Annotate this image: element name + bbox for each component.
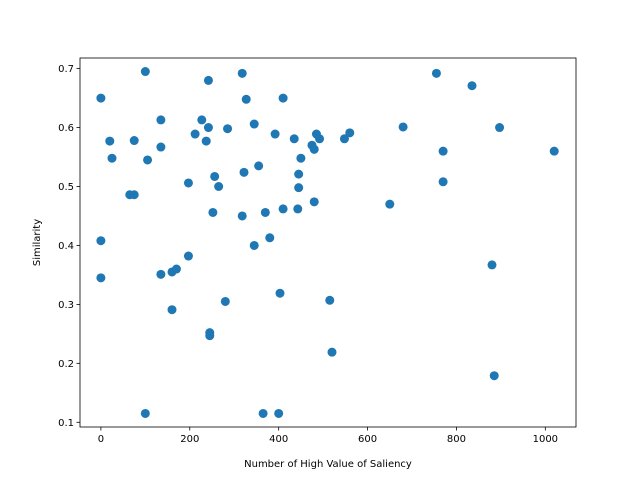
x-axis-title: Number of High Value of Saliency xyxy=(244,459,412,470)
x-tick-label: 800 xyxy=(447,434,466,445)
data-point-3 xyxy=(105,136,115,146)
data-point-64 xyxy=(438,177,448,187)
data-point-36 xyxy=(249,240,259,250)
x-tick-label: 1000 xyxy=(533,434,558,445)
data-point-31 xyxy=(237,68,247,78)
data-point-38 xyxy=(258,408,268,418)
data-point-52 xyxy=(309,144,319,154)
x-tick-label: 600 xyxy=(358,434,377,445)
data-point-10 xyxy=(140,408,150,418)
data-point-8 xyxy=(140,67,150,77)
y-tick-label: 0.5 xyxy=(58,182,74,193)
data-point-4 xyxy=(107,153,117,163)
data-point-9 xyxy=(143,155,153,165)
data-point-55 xyxy=(315,134,325,144)
y-tick-label: 0.6 xyxy=(58,123,74,134)
data-point-49 xyxy=(294,183,304,193)
data-point-59 xyxy=(345,128,355,138)
data-point-37 xyxy=(254,161,264,171)
x-tick-label: 400 xyxy=(269,434,288,445)
data-point-21 xyxy=(201,136,211,146)
data-point-58 xyxy=(339,134,349,144)
data-point-69 xyxy=(549,146,559,156)
data-point-57 xyxy=(327,347,337,357)
data-point-65 xyxy=(467,81,477,91)
data-point-27 xyxy=(210,171,220,181)
data-point-32 xyxy=(237,211,247,221)
x-tick-label: 0 xyxy=(98,434,104,445)
data-point-30 xyxy=(223,124,233,134)
data-point-33 xyxy=(239,167,249,177)
x-tick-label: 200 xyxy=(180,434,199,445)
y-tick-label: 0.7 xyxy=(58,64,74,75)
data-point-28 xyxy=(214,182,224,192)
data-point-13 xyxy=(156,269,166,279)
x-axis-ticks: 0 200 400 600 800 1000 xyxy=(98,427,558,445)
data-point-46 xyxy=(289,134,299,144)
data-point-20 xyxy=(197,115,207,125)
y-axis-title: Similarity xyxy=(32,219,43,266)
data-point-17 xyxy=(183,178,193,188)
data-point-11 xyxy=(156,115,166,125)
data-points xyxy=(96,67,559,418)
data-point-6 xyxy=(129,190,139,200)
data-point-40 xyxy=(265,233,275,243)
data-point-7 xyxy=(129,136,139,146)
data-point-12 xyxy=(156,142,166,152)
data-point-16 xyxy=(171,264,181,274)
data-point-18 xyxy=(183,251,193,261)
data-point-60 xyxy=(385,199,395,209)
data-point-26 xyxy=(208,207,218,217)
data-point-39 xyxy=(260,207,270,217)
y-tick-label: 0.2 xyxy=(58,359,74,370)
data-point-45 xyxy=(278,204,288,214)
data-point-0 xyxy=(96,93,106,103)
data-point-68 xyxy=(495,123,505,133)
data-point-34 xyxy=(241,94,251,104)
data-point-23 xyxy=(203,75,213,85)
data-point-22 xyxy=(203,123,213,133)
data-point-25 xyxy=(205,331,215,341)
plot-frame xyxy=(79,57,577,428)
data-point-53 xyxy=(309,197,319,207)
data-point-50 xyxy=(296,153,306,163)
y-tick-label: 0.4 xyxy=(58,241,74,252)
data-point-29 xyxy=(220,296,230,306)
data-point-61 xyxy=(398,122,408,132)
y-tick-label: 0.3 xyxy=(58,300,74,311)
y-axis-ticks: 0.1 0.2 0.3 0.4 0.5 0.6 0.7 xyxy=(58,64,80,429)
y-tick-label: 0.1 xyxy=(58,418,74,429)
data-point-47 xyxy=(293,204,303,214)
data-point-43 xyxy=(275,288,285,298)
data-point-14 xyxy=(167,305,177,315)
data-point-67 xyxy=(489,371,499,381)
data-point-1 xyxy=(96,236,106,246)
data-point-41 xyxy=(270,129,280,139)
data-point-63 xyxy=(438,146,448,156)
data-point-35 xyxy=(249,119,259,129)
data-point-66 xyxy=(487,260,497,270)
data-point-19 xyxy=(190,129,200,139)
data-point-42 xyxy=(274,408,284,418)
data-point-62 xyxy=(431,68,441,78)
data-point-56 xyxy=(325,295,335,305)
data-point-44 xyxy=(278,93,288,103)
data-point-2 xyxy=(96,273,106,283)
data-point-48 xyxy=(294,169,304,179)
